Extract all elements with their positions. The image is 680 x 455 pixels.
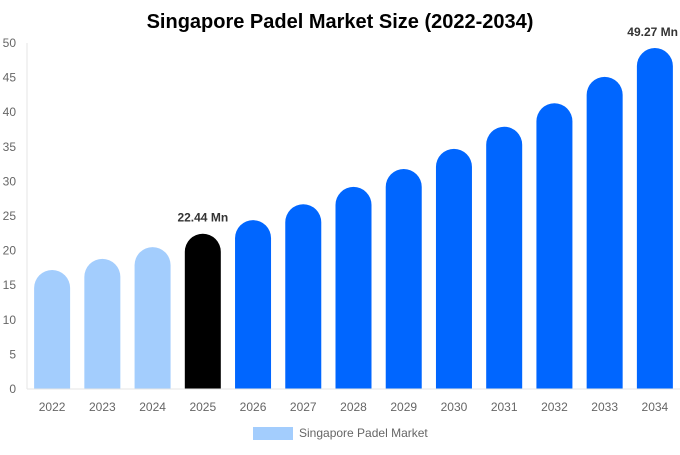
bar-2027 [285,204,322,389]
x-tick-label: 2034 [642,400,669,414]
legend[interactable]: Singapore Padel Market [253,426,428,440]
data-label: 22.44 Mn [177,211,228,225]
legend-label: Singapore Padel Market [299,426,428,440]
x-tick-label: 2027 [290,400,317,414]
bar-2030 [435,148,472,389]
data-labels: 22.44 Mn 49.27 Mn [177,25,678,225]
y-tick-label: 0 [9,382,16,396]
x-tick-label: 2031 [491,400,518,414]
y-tick-label: 35 [3,140,17,154]
chart-title: Singapore Padel Market Size (2022-2034) [147,11,534,33]
x-tick-label: 2024 [139,400,166,414]
bar-2022 [34,269,71,389]
bar-2033 [586,76,623,390]
y-tick-label: 50 [3,36,17,50]
y-tick-label: 45 [3,71,17,85]
x-tick-label: 2028 [340,400,367,414]
x-tick-label: 2032 [541,400,568,414]
x-tick-label: 2030 [441,400,468,414]
x-tick-label: 2022 [39,400,66,414]
bar-2025 [184,233,221,389]
bar-2031 [486,126,523,389]
y-tick-label: 25 [3,209,17,223]
bar-2024 [134,247,171,389]
x-axis: 2022 2023 2024 2025 2026 2027 2028 2029 2030 2031… [27,388,680,414]
y-tick-label: 5 [9,347,16,361]
y-tick-label: 20 [3,244,17,258]
bar-2028 [335,186,372,389]
y-axis: 0 5 10 15 20 25 30 35 40 45 50 [3,36,28,396]
x-tick-label: 2023 [89,400,116,414]
bars [34,48,673,390]
x-tick-label: 2033 [591,400,618,414]
x-tick-label: 2029 [390,400,417,414]
x-tick-label: 2025 [189,400,216,414]
data-label: 49.27 Mn [627,25,678,39]
legend-swatch [253,427,293,440]
x-tick-label: 2026 [240,400,267,414]
y-tick-label: 15 [3,278,17,292]
bar-2029 [385,168,422,389]
bar-2026 [235,220,272,389]
bar-2032 [536,103,573,389]
y-tick-label: 30 [3,174,17,188]
bar-2023 [84,258,121,389]
y-tick-label: 40 [3,105,17,119]
bar-2034 [636,48,673,389]
y-tick-label: 10 [3,313,17,327]
